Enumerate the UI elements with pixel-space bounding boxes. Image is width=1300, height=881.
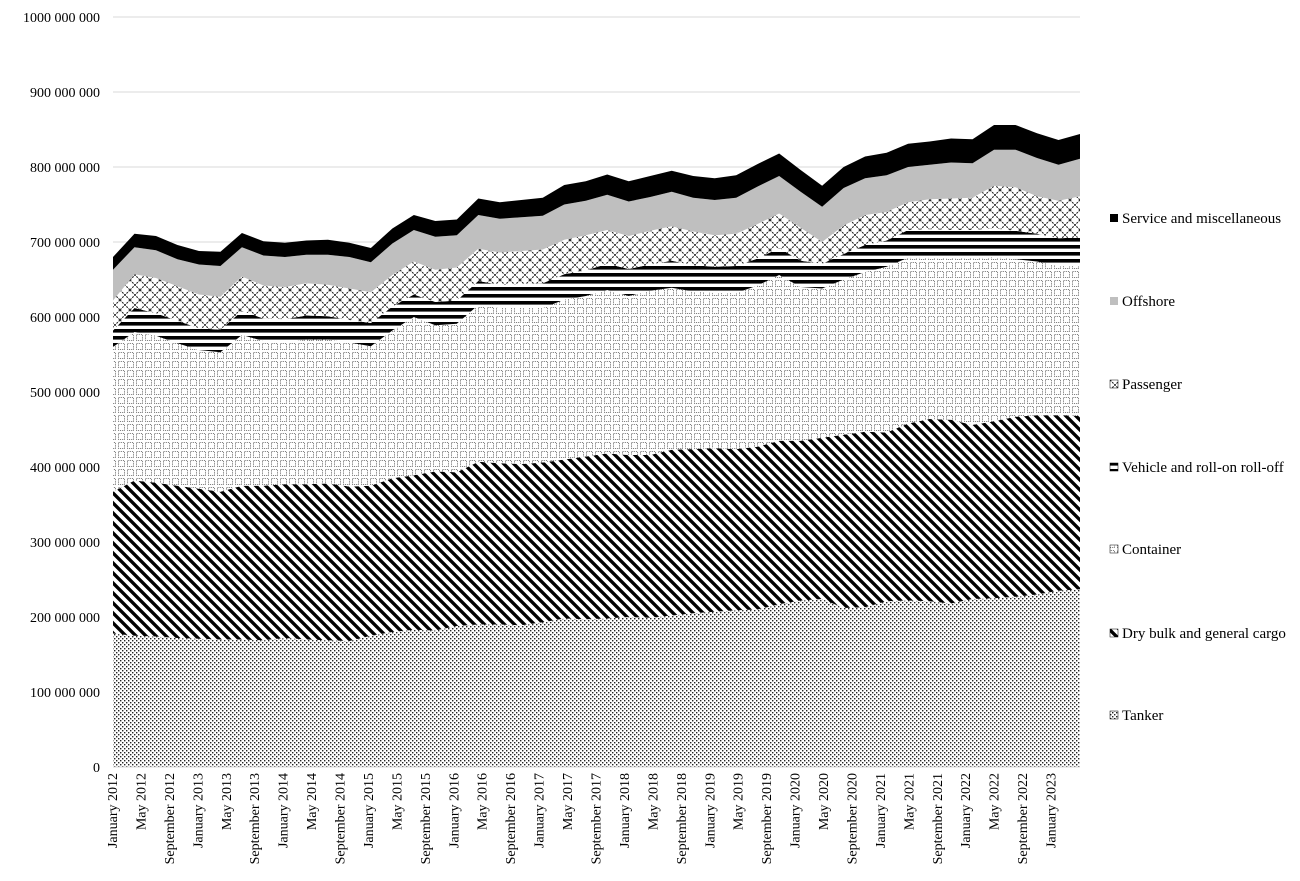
x-tick-label: May 2013 [220, 773, 235, 830]
legend-swatch-container [1109, 544, 1119, 554]
x-tick-label: May 2022 [988, 773, 1003, 830]
y-tick-label: 300 000 000 [30, 536, 100, 551]
area-passenger [113, 185, 1080, 331]
legend-swatch-service-and-miscellaneous [1110, 214, 1118, 222]
x-tick-label: January 2012 [106, 773, 121, 848]
x-tick-label: January 2018 [618, 773, 633, 848]
x-tick-label: January 2016 [447, 773, 462, 848]
x-tick-label: January 2014 [277, 773, 292, 848]
area-vehicle-and-roll-on-roll-off [113, 228, 1080, 353]
x-tick-label: September 2015 [419, 773, 434, 864]
legend-swatch-vehicle-and-roll-on-roll-off [1109, 462, 1119, 472]
x-tick-label: September 2018 [675, 773, 690, 864]
legend-label-dry-bulk-and-general-cargo: Dry bulk and general cargo [1122, 626, 1286, 642]
x-tick-label: September 2012 [163, 773, 178, 864]
y-tick-label: 100 000 000 [30, 686, 100, 701]
x-tick-label: September 2014 [334, 773, 349, 864]
legend-label-passenger: Passenger [1122, 377, 1182, 393]
legend-label-offshore: Offshore [1122, 294, 1175, 310]
legend-swatch-dry-bulk-and-general-cargo [1109, 628, 1119, 638]
x-tick-label: May 2017 [561, 773, 576, 830]
y-tick-label: 800 000 000 [30, 161, 100, 176]
x-tick-label: September 2017 [590, 773, 605, 864]
x-tick-label: January 2023 [1045, 773, 1060, 848]
x-tick-label: May 2021 [902, 773, 917, 830]
y-tick-label: 700 000 000 [30, 236, 100, 251]
x-tick-label: September 2019 [760, 773, 775, 864]
x-tick-label: May 2014 [305, 773, 320, 830]
legend-swatch-offshore [1110, 297, 1118, 305]
area-service-and-miscellaneous [113, 125, 1080, 270]
area-offshore [113, 149, 1080, 301]
y-tick-label: 900 000 000 [30, 86, 100, 101]
x-tick-label: January 2017 [533, 773, 548, 848]
legend-label-container: Container [1122, 542, 1181, 558]
x-tick-label: September 2021 [931, 773, 946, 864]
y-tick-label: 600 000 000 [30, 311, 100, 326]
y-tick-label: 1000 000 000 [23, 11, 100, 26]
x-tick-label: January 2020 [789, 773, 804, 848]
x-tick-label: January 2013 [191, 773, 206, 848]
legend-label-service-and-miscellaneous: Service and miscellaneous [1122, 211, 1281, 227]
y-tick-label: 400 000 000 [30, 461, 100, 476]
x-tick-label: September 2016 [504, 773, 519, 864]
area-tanker [113, 589, 1080, 767]
y-tick-label: 200 000 000 [30, 611, 100, 626]
x-tick-label: September 2013 [248, 773, 263, 864]
legend-swatch-tanker [1109, 710, 1119, 720]
x-tick-label: May 2016 [476, 773, 491, 830]
x-tick-label: May 2012 [134, 773, 149, 830]
x-tick-label: September 2020 [845, 773, 860, 864]
legend-swatch-passenger [1109, 379, 1119, 389]
area-container [113, 257, 1080, 492]
x-tick-label: September 2022 [1016, 773, 1031, 864]
x-tick-label: January 2022 [959, 773, 974, 848]
legend-label-vehicle-and-roll-on-roll-off: Vehicle and roll-on roll-off [1122, 460, 1284, 476]
legend-label-tanker: Tanker [1122, 708, 1163, 724]
x-tick-label: January 2015 [362, 773, 377, 848]
x-tick-label: May 2020 [817, 773, 832, 830]
x-tick-label: May 2018 [646, 773, 661, 830]
y-tick-label: 500 000 000 [30, 386, 100, 401]
area-dry-bulk-and-general-cargo [113, 415, 1080, 641]
y-tick-label: 0 [93, 761, 100, 776]
x-tick-label: January 2021 [874, 773, 889, 848]
x-tick-label: May 2019 [732, 773, 747, 830]
x-tick-label: January 2019 [703, 773, 718, 848]
x-tick-label: May 2015 [390, 773, 405, 830]
